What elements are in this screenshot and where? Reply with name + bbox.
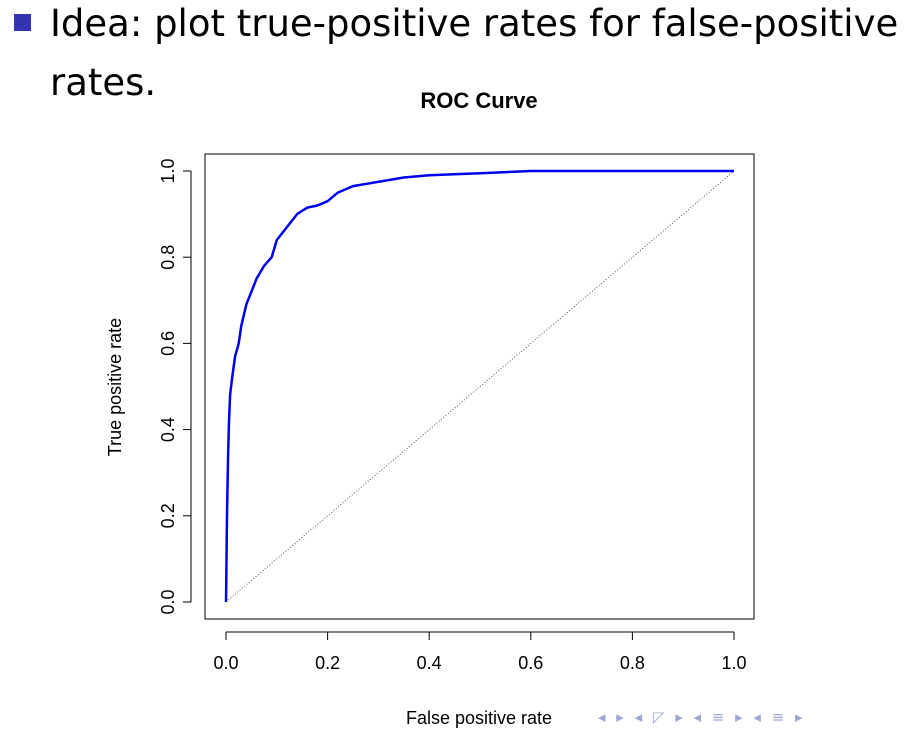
beamer-navigation-symbols[interactable]: ◂ ▸ ◂ ◸ ▸ ◂ ≡ ▸ ◂ ≡ ▸ (598, 708, 806, 726)
x-tick-label: 0.8 (620, 653, 645, 673)
diagonal-reference-line (225, 170, 735, 603)
x-tick-label: 0.4 (417, 653, 442, 673)
x-tick-label: 1.0 (721, 653, 746, 673)
y-tick-label: 1.0 (158, 158, 178, 183)
y-tick-label: 0.2 (158, 503, 178, 528)
x-axis-label: False positive rate (406, 708, 552, 728)
y-axis: 0.0 0.2 0.4 0.6 0.8 1.0 (158, 158, 192, 615)
y-tick-label: 0.4 (158, 417, 178, 442)
y-tick-label: 0.6 (158, 331, 178, 356)
y-tick-label: 0.8 (158, 245, 178, 270)
x-tick-label: 0.6 (518, 653, 543, 673)
chart-title: ROC Curve (420, 88, 537, 113)
y-tick-label: 0.0 (158, 589, 178, 614)
x-tick-label: 0.2 (315, 653, 340, 673)
roc-curve-line (224, 169, 734, 603)
x-tick-label: 0.0 (213, 653, 238, 673)
plot-frame (204, 153, 755, 620)
bullet-text: Idea: plot true-positive rates for false… (50, 2, 899, 104)
bullet-marker (14, 14, 31, 31)
y-axis-label: True positive rate (105, 318, 125, 456)
x-axis: 0.0 0.2 0.4 0.6 0.8 1.0 (213, 631, 747, 673)
